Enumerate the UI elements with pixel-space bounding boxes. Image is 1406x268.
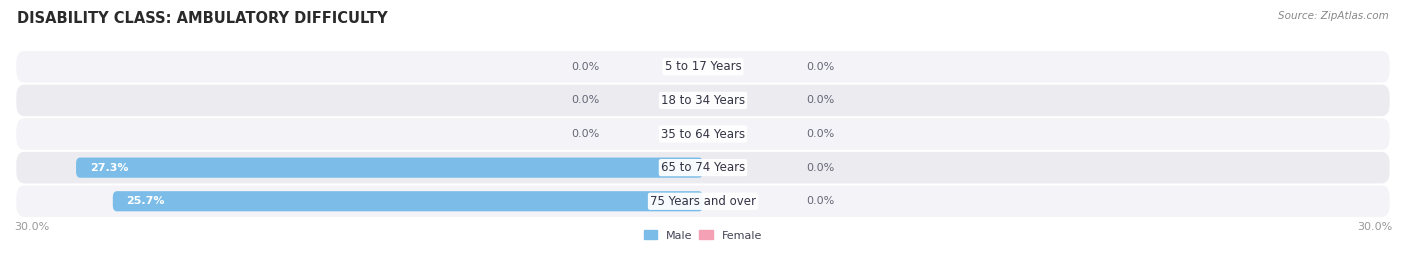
FancyBboxPatch shape (17, 185, 1389, 217)
FancyBboxPatch shape (17, 51, 1389, 83)
FancyBboxPatch shape (112, 191, 703, 211)
Text: 30.0%: 30.0% (14, 222, 49, 232)
Text: DISABILITY CLASS: AMBULATORY DIFFICULTY: DISABILITY CLASS: AMBULATORY DIFFICULTY (17, 11, 388, 26)
Text: 0.0%: 0.0% (807, 62, 835, 72)
FancyBboxPatch shape (76, 158, 703, 178)
Text: 0.0%: 0.0% (807, 196, 835, 206)
FancyBboxPatch shape (17, 152, 1389, 183)
FancyBboxPatch shape (17, 85, 1389, 116)
Text: 0.0%: 0.0% (571, 95, 599, 105)
Text: 5 to 17 Years: 5 to 17 Years (665, 60, 741, 73)
Text: 0.0%: 0.0% (807, 95, 835, 105)
Text: Source: ZipAtlas.com: Source: ZipAtlas.com (1278, 11, 1389, 21)
Text: 0.0%: 0.0% (807, 129, 835, 139)
Text: 25.7%: 25.7% (127, 196, 165, 206)
Text: 75 Years and over: 75 Years and over (650, 195, 756, 208)
Text: 65 to 74 Years: 65 to 74 Years (661, 161, 745, 174)
Text: 0.0%: 0.0% (807, 163, 835, 173)
FancyBboxPatch shape (17, 118, 1389, 150)
Text: 30.0%: 30.0% (1357, 222, 1392, 232)
Text: 0.0%: 0.0% (571, 62, 599, 72)
Legend: Male, Female: Male, Female (640, 226, 766, 245)
Text: 35 to 64 Years: 35 to 64 Years (661, 128, 745, 140)
Text: 0.0%: 0.0% (571, 129, 599, 139)
Text: 18 to 34 Years: 18 to 34 Years (661, 94, 745, 107)
Text: 27.3%: 27.3% (90, 163, 128, 173)
